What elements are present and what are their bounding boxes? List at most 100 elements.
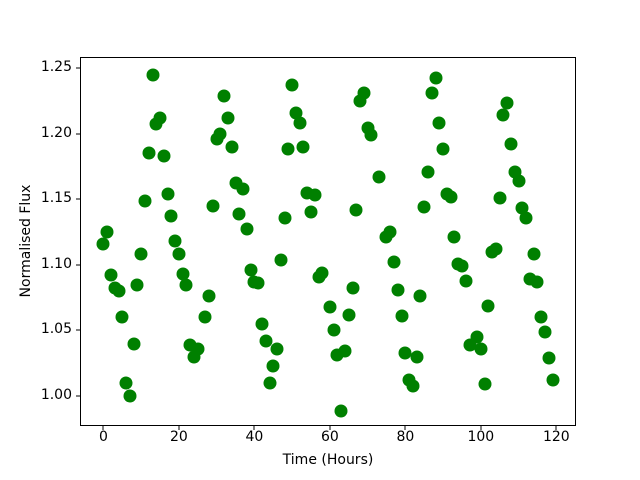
y-tick-mark — [76, 329, 80, 331]
data-point — [236, 182, 250, 196]
data-point — [289, 106, 303, 120]
data-point — [130, 278, 144, 292]
data-point — [119, 376, 133, 390]
y-axis-label: Normalised Flux — [18, 184, 34, 298]
data-point — [474, 342, 488, 356]
data-point — [146, 68, 159, 82]
data-point — [470, 330, 484, 344]
data-point — [161, 187, 175, 201]
data-point — [274, 253, 288, 267]
data-point — [134, 247, 148, 261]
data-point — [225, 140, 239, 154]
data-point — [327, 323, 341, 337]
data-point — [202, 289, 216, 303]
data-point — [534, 310, 548, 324]
data-point — [255, 317, 269, 331]
data-point — [259, 334, 273, 348]
x-tick-label: 100 — [467, 429, 495, 445]
data-point — [164, 209, 178, 223]
data-point — [221, 111, 235, 125]
y-tick-label: 1.00 — [40, 387, 72, 404]
y-tick-mark — [76, 395, 80, 397]
data-point — [304, 205, 318, 219]
data-point — [349, 203, 363, 217]
y-tick-label: 1.20 — [40, 124, 72, 141]
data-point — [240, 222, 254, 236]
data-point — [478, 377, 492, 391]
data-point — [308, 188, 322, 202]
y-tick-label: 1.25 — [40, 59, 72, 76]
data-point — [493, 191, 507, 205]
data-point — [496, 108, 510, 122]
data-point — [213, 127, 227, 141]
data-point — [293, 116, 307, 130]
data-point — [406, 379, 420, 393]
data-point — [425, 86, 439, 100]
data-point — [447, 230, 461, 244]
data-point — [278, 211, 292, 225]
data-point — [383, 225, 397, 239]
data-point — [179, 278, 193, 292]
data-point — [176, 267, 190, 281]
data-point — [96, 237, 110, 251]
data-point — [429, 71, 443, 85]
x-tick-label: 40 — [245, 429, 264, 445]
data-point — [512, 174, 526, 188]
y-tick-mark — [76, 198, 80, 200]
data-point — [232, 207, 246, 221]
data-point — [432, 116, 446, 130]
x-tick-mark — [178, 426, 180, 430]
data-point — [296, 140, 310, 154]
data-point — [112, 284, 126, 298]
data-point — [153, 111, 167, 125]
y-tick-label: 1.10 — [40, 256, 72, 273]
y-tick-mark — [76, 67, 80, 69]
data-point — [527, 247, 541, 261]
data-point — [206, 199, 220, 213]
y-tick-label: 1.05 — [40, 321, 72, 338]
x-tick-label: 20 — [170, 429, 188, 445]
y-tick-label: 1.15 — [40, 190, 72, 207]
data-point — [172, 247, 186, 261]
data-point — [364, 128, 378, 142]
data-point — [281, 142, 295, 156]
data-point — [334, 404, 348, 418]
data-point — [546, 373, 560, 387]
data-point — [413, 289, 427, 303]
data-point — [372, 170, 386, 184]
data-point — [489, 242, 503, 256]
x-tick-label: 0 — [98, 429, 108, 445]
data-point — [157, 149, 171, 163]
x-tick-label: 120 — [542, 429, 570, 445]
data-point — [315, 266, 329, 280]
x-tick-label: 80 — [396, 429, 415, 445]
x-tick-mark — [480, 426, 482, 430]
data-point — [100, 225, 114, 239]
data-point — [387, 255, 401, 269]
plot-area: 0 20 40 60 80 100 120 1.00 1.05 1.10 1.15 1.20 1.25 — [41, 57, 576, 445]
data-point — [266, 359, 280, 373]
data-point — [244, 263, 258, 277]
data-point — [421, 165, 435, 179]
data-point — [455, 259, 469, 273]
data-point — [263, 376, 276, 390]
x-axis-label: Time (Hours) — [282, 452, 374, 468]
data-point — [530, 275, 544, 289]
data-point — [168, 234, 182, 248]
data-point — [481, 299, 495, 313]
data-point — [357, 86, 371, 100]
x-tick-mark — [329, 426, 331, 430]
data-point — [115, 310, 129, 324]
data-point — [142, 146, 156, 160]
y-tick-mark — [76, 133, 80, 135]
data-point — [519, 211, 533, 225]
data-point — [538, 325, 552, 339]
data-point — [444, 190, 458, 204]
x-tick-mark — [102, 426, 104, 430]
data-point — [127, 337, 141, 351]
data-point — [123, 389, 137, 403]
data-point — [500, 96, 514, 110]
data-point — [104, 268, 118, 282]
data-point — [391, 283, 405, 297]
